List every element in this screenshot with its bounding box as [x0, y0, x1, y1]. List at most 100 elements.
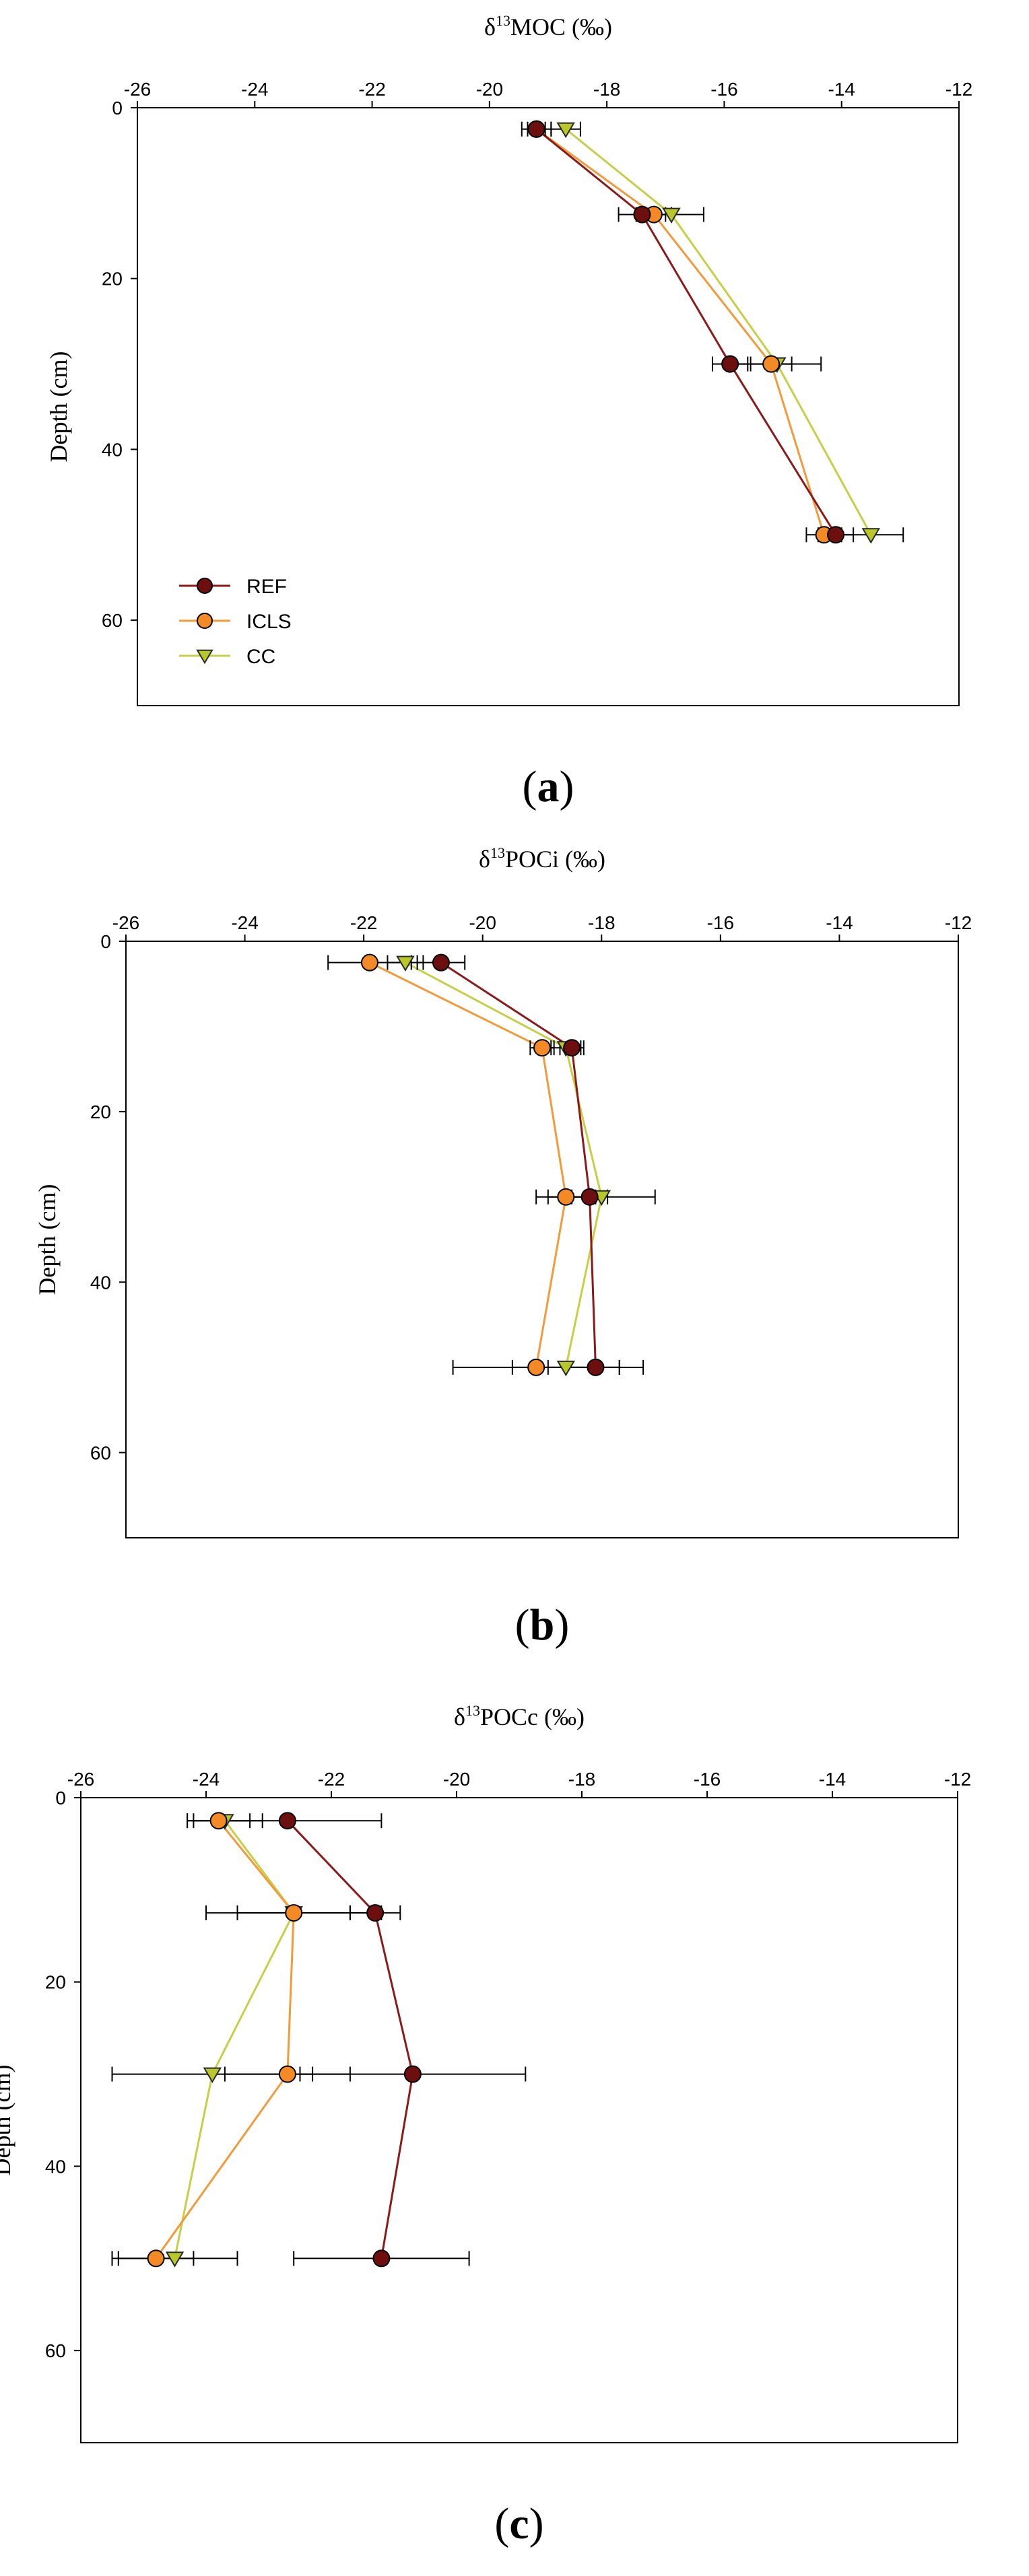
y-tick-label: 60 [102, 610, 123, 631]
marker-ref [403, 2065, 422, 2083]
x-axis-title-main: POCc (‰) [480, 1703, 585, 1730]
marker-ref [366, 1904, 385, 1922]
chart-panel-b: -26 -24 -22 -20 -18 -16 -14 -12 0 20 40 60 δ13POCi (… [34, 844, 972, 1650]
marker-cc [165, 2251, 185, 2268]
x-tick-label: -22 [350, 912, 377, 933]
x-tick-label: -20 [469, 912, 496, 933]
x-tick-label: -26 [112, 912, 139, 933]
marker-icls [557, 1188, 575, 1206]
x-axis-title: δ13POCc (‰) [454, 1702, 585, 1730]
x-tick-label: -22 [358, 79, 385, 100]
y-tick-label: 20 [45, 1972, 66, 1993]
x-tick-label: -20 [443, 1769, 470, 1790]
marker-icls [197, 613, 213, 629]
marker-ref [527, 120, 545, 138]
x-tick-label: -18 [588, 912, 615, 933]
panel-label-close: ) [529, 2499, 544, 2548]
legend-label-ref: REF [246, 576, 287, 598]
plot-frame [137, 107, 960, 706]
x-tick-label: -12 [945, 79, 972, 100]
x-tick-label: -24 [231, 912, 258, 933]
marker-icls [533, 1039, 551, 1057]
x-tick-label: -14 [826, 912, 853, 933]
series-line-ref [286, 1820, 414, 2259]
panel-label-close: ) [560, 762, 574, 811]
panel-label: (c) [494, 2499, 543, 2548]
marker-ref [587, 1358, 605, 1376]
y-tick-label: 0 [55, 1788, 66, 1808]
y-tick-label: 20 [102, 269, 123, 290]
x-axis-title-prefix: δ [484, 13, 496, 40]
legend-label-icls: ICLS [246, 611, 292, 633]
marker-ref [432, 953, 450, 972]
panel-label-letter: b [530, 1600, 555, 1650]
x-tick-label: -16 [707, 912, 734, 933]
marker-ref [278, 1812, 296, 1830]
x-tick-label: -20 [476, 79, 503, 100]
x-tick-label: -14 [819, 1769, 846, 1790]
marker-icls [285, 1904, 303, 1922]
marker-cc [556, 1360, 576, 1377]
plot-frame [80, 1797, 958, 2443]
x-axis-title-sup: 13 [496, 12, 510, 29]
series-line-cc [174, 1820, 295, 2259]
panel-label-letter: a [537, 762, 560, 811]
y-tick-label: 0 [100, 931, 111, 952]
marker-ref [580, 1188, 599, 1206]
y-tick-label: 0 [112, 98, 123, 118]
series-line-icls [155, 1820, 295, 2260]
x-tick-label: -18 [593, 79, 620, 100]
x-tick-label: -16 [710, 79, 737, 100]
chart-panel-a: -26 -24 -22 -20 -18 -16 -14 -12 0 20 40 60 δ13MOC (‰… [45, 12, 972, 811]
marker-ref [197, 578, 213, 594]
x-axis-title-prefix: δ [454, 1703, 465, 1730]
x-axis-title-main: POCi (‰) [505, 846, 605, 873]
y-tick-label: 40 [90, 1272, 111, 1293]
x-axis-title-prefix: δ [479, 846, 490, 873]
panel-label: (b) [515, 1600, 570, 1650]
series-line-cc [405, 961, 603, 1368]
series-line-icls [369, 961, 567, 1368]
marker-ref [633, 205, 651, 224]
y-tick-label: 40 [45, 2156, 66, 2177]
y-tick-label: 40 [102, 439, 123, 460]
marker-icls [360, 953, 378, 972]
x-axis-title-sup: 13 [490, 844, 505, 861]
marker-ref [827, 526, 844, 544]
marker-icls [762, 355, 781, 373]
x-tick-label: -24 [241, 79, 268, 100]
marker-icls [209, 1812, 228, 1830]
marker-cc [396, 955, 415, 972]
marker-cc [662, 207, 681, 224]
y-tick-label: 20 [90, 1101, 111, 1122]
x-tick-label: -12 [945, 912, 972, 933]
marker-cc [556, 122, 575, 139]
panel-label-letter: c [509, 2499, 529, 2548]
panel-label-close: ) [554, 1600, 569, 1650]
y-axis-title: Depth (cm) [0, 2065, 15, 2176]
marker-ref [563, 1039, 581, 1057]
series-line-icls [535, 128, 826, 535]
marker-ref [372, 2249, 391, 2268]
x-tick-label: -16 [694, 1769, 721, 1790]
marker-ref [721, 355, 739, 373]
legend-label-cc: CC [246, 646, 275, 668]
plot-frame [125, 941, 959, 1538]
chart-panel-c: -26 -24 -22 -20 -18 -16 -14 -12 0 20 40 60 δ13POCc (… [0, 1702, 971, 2548]
x-axis-title-sup: 13 [465, 1702, 480, 1719]
panel-label-open: ( [494, 2499, 509, 2548]
series-line-cc [565, 128, 872, 536]
panel-label-open: ( [523, 762, 537, 811]
x-tick-label: -12 [944, 1769, 971, 1790]
x-axis-title: δ13MOC (‰) [484, 12, 612, 40]
x-tick-label: -22 [318, 1769, 345, 1790]
x-axis-title-main: MOC (‰) [510, 13, 612, 40]
y-tick-label: 60 [90, 1442, 111, 1463]
x-tick-label: -26 [67, 1769, 94, 1790]
marker-icls [147, 2249, 165, 2268]
x-tick-label: -14 [828, 79, 855, 100]
x-axis-title: δ13POCi (‰) [479, 844, 605, 873]
y-axis-title: Depth (cm) [34, 1184, 61, 1295]
x-tick-label: -24 [193, 1769, 220, 1790]
